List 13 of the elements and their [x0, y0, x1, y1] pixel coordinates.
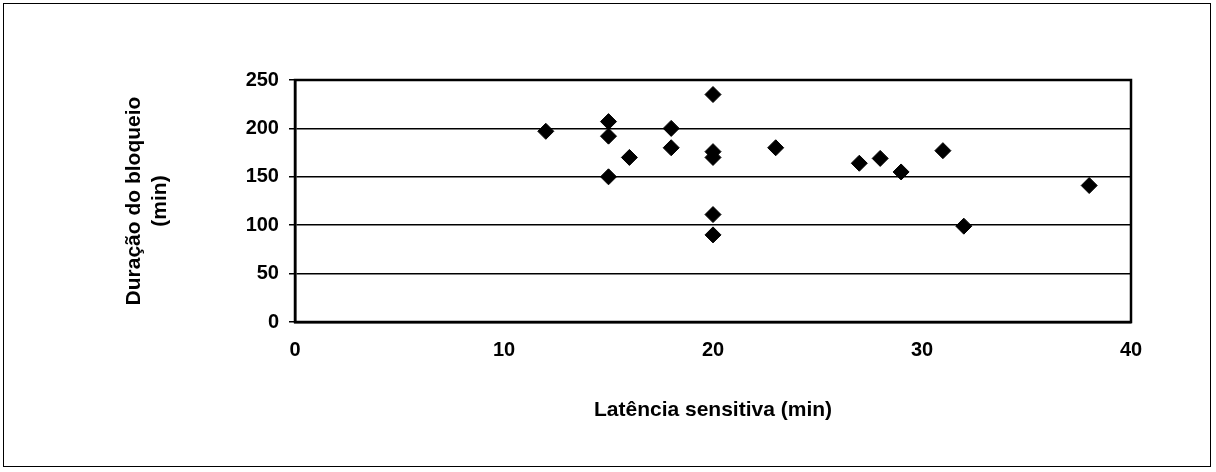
- x-tick-label: 40: [1119, 337, 1143, 360]
- y-tick-label: 100: [245, 212, 279, 235]
- y-tick-label: 50: [256, 261, 279, 284]
- y-tick-label: 250: [245, 67, 279, 90]
- x-tick-label: 0: [289, 337, 301, 360]
- y-tick-label: 0: [267, 309, 279, 332]
- y-tick-label: 200: [245, 115, 279, 138]
- x-tick-label: 20: [701, 337, 725, 360]
- x-tick-label: 10: [492, 337, 516, 360]
- y-axis-title: Duração do bloqueio (min): [121, 96, 170, 306]
- y-tick-label: 150: [245, 164, 279, 187]
- x-axis-title: Latência sensitiva (min): [593, 397, 833, 421]
- x-tick-label: 30: [910, 337, 934, 360]
